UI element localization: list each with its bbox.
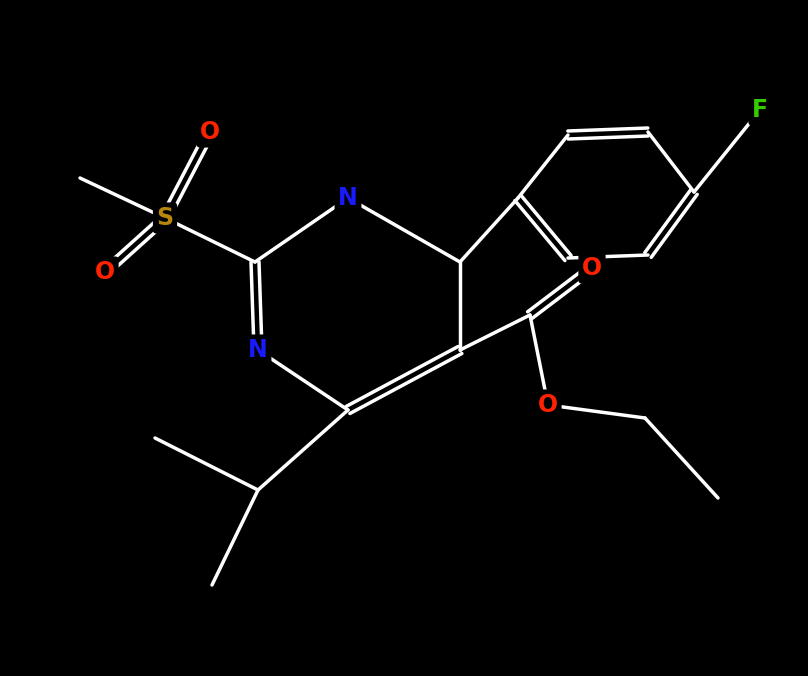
- Text: O: O: [95, 260, 115, 284]
- Text: S: S: [157, 206, 174, 230]
- Text: O: O: [582, 256, 602, 280]
- Text: N: N: [248, 338, 268, 362]
- Text: F: F: [752, 98, 768, 122]
- Text: O: O: [538, 393, 558, 417]
- Text: N: N: [338, 186, 358, 210]
- Text: O: O: [200, 120, 220, 144]
